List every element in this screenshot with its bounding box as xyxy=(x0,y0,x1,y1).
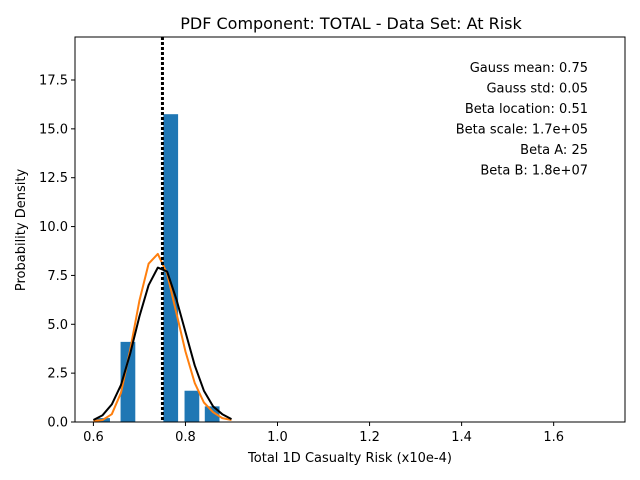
y-tick-label: 15.0 xyxy=(39,122,68,137)
x-axis-label: Total 1D Casualty Risk (x10e-4) xyxy=(247,451,452,466)
y-tick-label: 12.5 xyxy=(39,171,68,186)
annotation-4: Beta A: 25 xyxy=(520,143,588,158)
x-tick-label: 0.8 xyxy=(175,430,196,445)
annotation-5: Beta B: 1.8e+07 xyxy=(480,164,588,179)
annotation-3: Beta scale: 1.7e+05 xyxy=(456,123,588,138)
histogram-bar-4 xyxy=(204,406,220,422)
x-tick-label: 1.0 xyxy=(267,430,288,445)
annotations: Gauss mean: 0.75 Gauss std: 0.05 Beta loca… xyxy=(456,61,588,179)
axes: 0.6 0.8 1.0 1.2 1.4 1.6 0.0 2.5 5.0 7.5 10.0 12.5 15… xyxy=(39,36,626,445)
histogram-bar-3 xyxy=(184,390,200,422)
x-tick-label: 1.4 xyxy=(451,430,472,445)
y-tick-label: 7.5 xyxy=(47,269,68,284)
y-tick-label: 2.5 xyxy=(47,367,68,382)
bars xyxy=(95,114,220,422)
y-tick-label: 5.0 xyxy=(47,318,68,333)
histogram-bar-2 xyxy=(163,114,179,422)
x-tick-label: 1.2 xyxy=(359,430,380,445)
histogram-bar-1 xyxy=(120,341,136,422)
y-axis-label: Probability Density xyxy=(14,169,29,292)
x-tick-label: 0.6 xyxy=(83,430,104,445)
y-tick-label: 17.5 xyxy=(39,73,68,88)
plot-frame xyxy=(74,36,626,423)
y-tick-label: 10.0 xyxy=(39,220,68,235)
annotation-1: Gauss std: 0.05 xyxy=(486,82,588,97)
chart-title: PDF Component: TOTAL - Data Set: At Risk xyxy=(180,14,522,33)
y-tick-label: 0.0 xyxy=(47,416,68,431)
annotation-0: Gauss mean: 0.75 xyxy=(470,61,588,76)
x-tick-label: 1.6 xyxy=(543,430,564,445)
annotation-2: Beta location: 0.51 xyxy=(465,102,588,117)
